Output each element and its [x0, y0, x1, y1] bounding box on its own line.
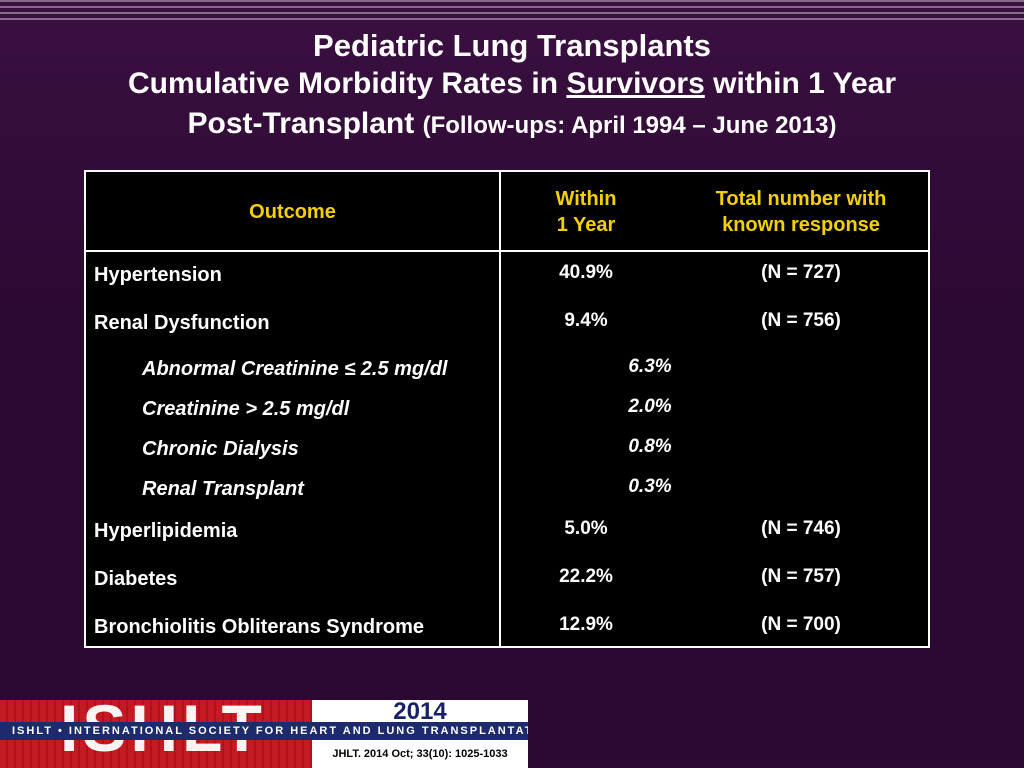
slide-title: Pediatric Lung Transplants Cumulative Mo…: [0, 28, 1024, 146]
header-total-number: Total number with known response: [686, 186, 916, 238]
table-row-value: 5.0%: [564, 518, 608, 539]
header-within-line1: Within: [555, 188, 617, 210]
table-row-value: 12.9%: [559, 614, 613, 635]
column-divider: [499, 172, 501, 646]
title-line-1: Pediatric Lung Transplants: [313, 28, 711, 63]
ishlt-tagline: ISHLT • INTERNATIONAL SOCIETY FOR HEART …: [0, 722, 528, 740]
table-row-label: Hyperlipidemia: [94, 520, 238, 542]
title-line-2-post: within 1 Year: [704, 67, 896, 100]
table-subrow-value: 6.3%: [628, 356, 672, 377]
header-within-1-year: Within 1 Year: [526, 186, 646, 238]
morbidity-table: Outcome Within 1 Year Total number with …: [84, 170, 930, 648]
table-subrow-value: 2.0%: [628, 396, 672, 417]
table-row-value: 9.4%: [564, 310, 608, 331]
table-subrow-label: Renal Transplant: [142, 478, 304, 500]
header-outcome: Outcome: [249, 201, 336, 223]
table-row-n: (N = 746): [761, 518, 841, 539]
table-row-label: Hypertension: [94, 264, 222, 286]
top-decorative-stripes: [0, 0, 1024, 22]
table-row-value: 22.2%: [559, 566, 613, 587]
title-survivors-underlined: Survivors: [566, 67, 705, 100]
table-row-n: (N = 756): [761, 310, 841, 331]
header-total-line2: known response: [722, 214, 880, 236]
title-line-2-pre: Cumulative Morbidity Rates in: [127, 67, 567, 100]
table-row-n: (N = 757): [761, 566, 841, 587]
table-subrow-value: 0.8%: [628, 436, 672, 457]
header-within-line2: 1 Year: [556, 214, 616, 236]
table-row-label: Bronchiolitis Obliterans Syndrome: [94, 616, 425, 638]
footer-year: 2014: [393, 698, 447, 725]
table-row-label: Diabetes: [94, 568, 178, 590]
title-line-3-main: Post-Transplant: [187, 107, 415, 140]
table-subrow-label: Chronic Dialysis: [142, 438, 299, 460]
table-subrow-label: Creatinine > 2.5 mg/dl: [142, 398, 350, 420]
table-subrow-value: 0.3%: [628, 476, 672, 497]
title-line-2: Cumulative Morbidity Rates in Survivors …: [0, 64, 1024, 104]
footer-citation: JHLT. 2014 Oct; 33(10): 1025-1033: [332, 748, 508, 760]
header-total-line1: Total number with: [715, 188, 887, 210]
table-row-label: Renal Dysfunction: [94, 312, 270, 334]
table-row-value: 40.9%: [559, 262, 613, 283]
table-subrow-label: Abnormal Creatinine ≤ 2.5 mg/dl: [142, 358, 448, 380]
table-row-n: (N = 727): [761, 262, 841, 283]
table-row-n: (N = 700): [761, 614, 841, 635]
table-header: [86, 172, 928, 252]
title-line-3: Post-Transplant (Follow-ups: April 1994 …: [0, 104, 1024, 146]
title-followup-range: (Follow-ups: April 1994 – June 2013): [422, 112, 837, 139]
